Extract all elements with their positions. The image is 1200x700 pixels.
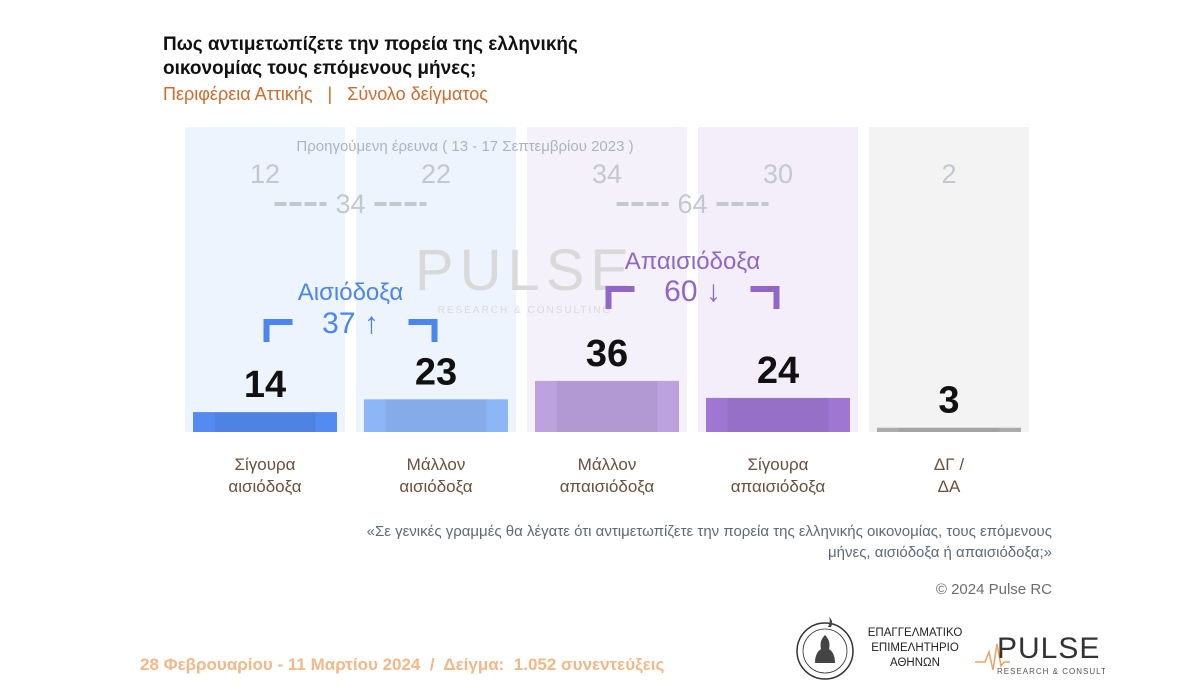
- category-label-line: ΔΑ: [937, 477, 961, 496]
- chamber-logo: ΕΠΑΓΓΕΛΜΑΤΙΚΟ ΕΠΙΜΕΛΗΤΗΡΙΟ ΑΘΗΝΩΝ: [795, 615, 970, 685]
- category-label: Σίγουρα απαισιόδοξα: [698, 454, 858, 498]
- previous-group-total: 34: [335, 189, 365, 219]
- chamber-name: ΕΠΑΓΓΕΛΜΑΤΙΚΟ ΕΠΙΜΕΛΗΤΗΡΙΟ ΑΘΗΝΩΝ: [867, 627, 963, 669]
- bar: [193, 412, 337, 432]
- bar-shade: [385, 399, 487, 432]
- category-label: ΔΓ / ΔΑ: [869, 454, 1029, 498]
- column-band: [185, 127, 345, 432]
- column-band: [869, 127, 1029, 432]
- group-total: 60 ↓: [664, 275, 721, 308]
- category-label: Σίγουρα αισιόδοξα: [185, 454, 345, 498]
- previous-value: 2: [941, 159, 956, 189]
- bar-value-label: 23: [415, 351, 457, 393]
- group-total: 37 ↑: [322, 307, 379, 340]
- previous-value: 12: [250, 159, 280, 189]
- group-bracket-right: [750, 286, 780, 309]
- bar-shade: [898, 427, 1000, 432]
- bar-value-label: 24: [757, 350, 799, 392]
- bar-value-label: 14: [244, 364, 286, 406]
- group-name: Απαισιόδοξα: [625, 248, 761, 275]
- bar: [706, 397, 850, 432]
- copyright-note: © 2024 Pulse RC: [935, 581, 1052, 598]
- chart-title: Πως αντιμετωπίζετε την πορεία της ελληνι…: [163, 34, 578, 79]
- category-label-line: Μάλλον: [577, 455, 637, 474]
- survey-date-sample: 28 Φεβρουαρίου - 11 Μαρτίου 2024 / Δείγμ…: [140, 655, 665, 674]
- bar: [535, 380, 679, 432]
- prometheus-emblem-icon: [796, 617, 854, 680]
- bar-shade: [214, 412, 316, 432]
- bar-chart: PULSE RESEARCH & CONSULTING Προηγούμενη έρ…: [185, 127, 1029, 432]
- column-band: [698, 127, 858, 432]
- previous-value: 22: [421, 159, 451, 189]
- previous-survey-label: Προηγούμενη έρευνα ( 13 - 17 Σεπτεμβρίου…: [296, 138, 633, 155]
- category-label: Μάλλον απαισιόδοξα: [527, 454, 687, 498]
- watermark-tag: RESEARCH & CONSULTING: [438, 305, 613, 316]
- category-label-line: απαισιόδοξα: [730, 477, 826, 496]
- survey-question: «Σε γενικές γραμμές θα λέγατε ότι αντιμε…: [366, 523, 1052, 561]
- pulse-logo-name: PULSE: [997, 632, 1100, 665]
- category-label-line: αισιόδοξα: [399, 477, 473, 496]
- bar-value-label: 36: [586, 333, 628, 375]
- bar-shade: [727, 397, 829, 432]
- pulse-wave-icon: [975, 643, 1010, 671]
- bar: [877, 427, 1021, 432]
- column-band: [356, 127, 516, 432]
- previous-value: 34: [592, 159, 622, 189]
- pulse-logo-tag: RESEARCH & CONSULTING: [997, 667, 1105, 676]
- bar-value-label: 3: [938, 380, 959, 422]
- category-label: Μάλλον αισιόδοξα: [356, 454, 516, 498]
- group-bracket-left: [605, 286, 635, 309]
- category-label-line: Σίγουρα: [747, 455, 809, 474]
- group-name: Αισιόδοξα: [298, 279, 404, 306]
- group-bracket-left: [263, 319, 293, 342]
- group-bracket-right: [408, 319, 438, 342]
- previous-group-total: 64: [677, 189, 707, 219]
- watermark-text: PULSE: [415, 238, 635, 303]
- bar-shade: [556, 380, 658, 432]
- category-label-line: απαισιόδοξα: [559, 477, 655, 496]
- bar: [364, 399, 508, 432]
- previous-value: 30: [763, 159, 793, 189]
- category-label-line: Σίγουρα: [234, 455, 296, 474]
- category-label-line: Μάλλον: [406, 455, 466, 474]
- category-label-line: αισιόδοξα: [228, 477, 302, 496]
- pulse-logo: PULSE RESEARCH & CONSULTING: [975, 632, 1105, 676]
- chart-subtitle: Περιφέρεια Αττικής | Σύνολο δείγματος: [163, 84, 488, 104]
- category-label-line: ΔΓ /: [933, 455, 965, 474]
